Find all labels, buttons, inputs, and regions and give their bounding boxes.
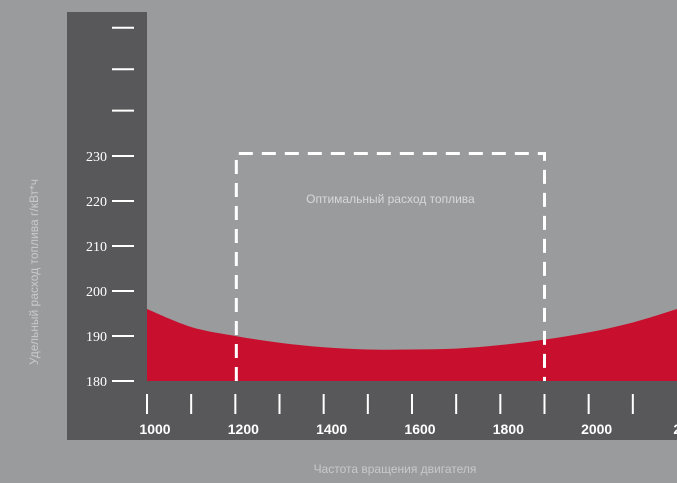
x-tick-label: 1400 (316, 421, 347, 437)
y-tick-label: 180 (86, 375, 107, 390)
axis-band (67, 12, 677, 440)
optimal-range-box (234, 152, 546, 381)
x-tick-label: 1000 (139, 421, 170, 437)
y-axis-ticks: 180 190 200 210 220 230 (86, 26, 134, 390)
y-axis-label: Удельный расход топлива г/кВт*ч (27, 179, 41, 365)
optimal-range-label: Оптимальный расход топлива (306, 192, 475, 206)
x-tick-label: 1200 (228, 421, 259, 437)
x-tick-label: 2000 (581, 421, 612, 437)
x-tick-label: 1600 (404, 421, 435, 437)
y-tick-label: 210 (86, 240, 107, 255)
axis-band-shape (67, 12, 677, 440)
x-tick-label: 1800 (493, 421, 524, 437)
x-tick-label: 220 (673, 421, 677, 437)
optimal-range-dashed-box (234, 152, 546, 381)
x-axis-label: Частота вращения двигателя (314, 462, 477, 476)
y-tick-label: 220 (86, 195, 107, 210)
y-tick-label: 200 (86, 285, 107, 300)
y-tick-label: 230 (86, 150, 107, 165)
x-axis-ticks: 1000 1200 1400 1600 1800 2000 220 (139, 394, 677, 437)
y-tick-label: 190 (86, 330, 107, 345)
